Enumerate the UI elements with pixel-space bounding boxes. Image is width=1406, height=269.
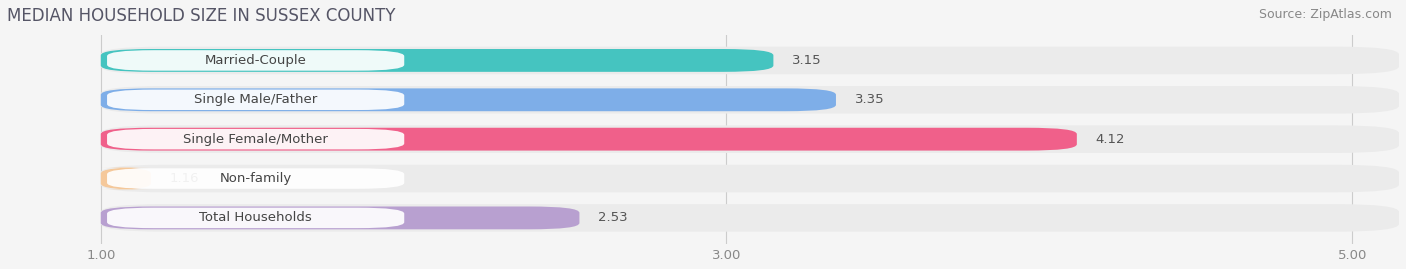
FancyBboxPatch shape: [101, 125, 1399, 153]
Text: Single Female/Mother: Single Female/Mother: [183, 133, 328, 146]
Text: 2.53: 2.53: [598, 211, 628, 224]
FancyBboxPatch shape: [101, 49, 773, 72]
FancyBboxPatch shape: [101, 207, 579, 229]
FancyBboxPatch shape: [107, 168, 405, 189]
FancyBboxPatch shape: [107, 129, 405, 149]
Text: Single Male/Father: Single Male/Father: [194, 93, 318, 106]
FancyBboxPatch shape: [107, 50, 405, 71]
FancyBboxPatch shape: [101, 204, 1399, 232]
Text: MEDIAN HOUSEHOLD SIZE IN SUSSEX COUNTY: MEDIAN HOUSEHOLD SIZE IN SUSSEX COUNTY: [7, 7, 395, 25]
Text: Married-Couple: Married-Couple: [205, 54, 307, 67]
Text: 3.15: 3.15: [792, 54, 821, 67]
FancyBboxPatch shape: [101, 86, 1399, 114]
FancyBboxPatch shape: [101, 128, 1077, 151]
Text: Total Households: Total Households: [200, 211, 312, 224]
Text: Source: ZipAtlas.com: Source: ZipAtlas.com: [1258, 8, 1392, 21]
Text: 1.16: 1.16: [170, 172, 200, 185]
FancyBboxPatch shape: [101, 47, 1399, 74]
Text: Non-family: Non-family: [219, 172, 292, 185]
FancyBboxPatch shape: [101, 89, 837, 111]
FancyBboxPatch shape: [101, 167, 150, 190]
FancyBboxPatch shape: [107, 90, 405, 110]
FancyBboxPatch shape: [107, 208, 405, 228]
Text: 3.35: 3.35: [855, 93, 884, 106]
FancyBboxPatch shape: [101, 165, 1399, 192]
Text: 4.12: 4.12: [1095, 133, 1125, 146]
